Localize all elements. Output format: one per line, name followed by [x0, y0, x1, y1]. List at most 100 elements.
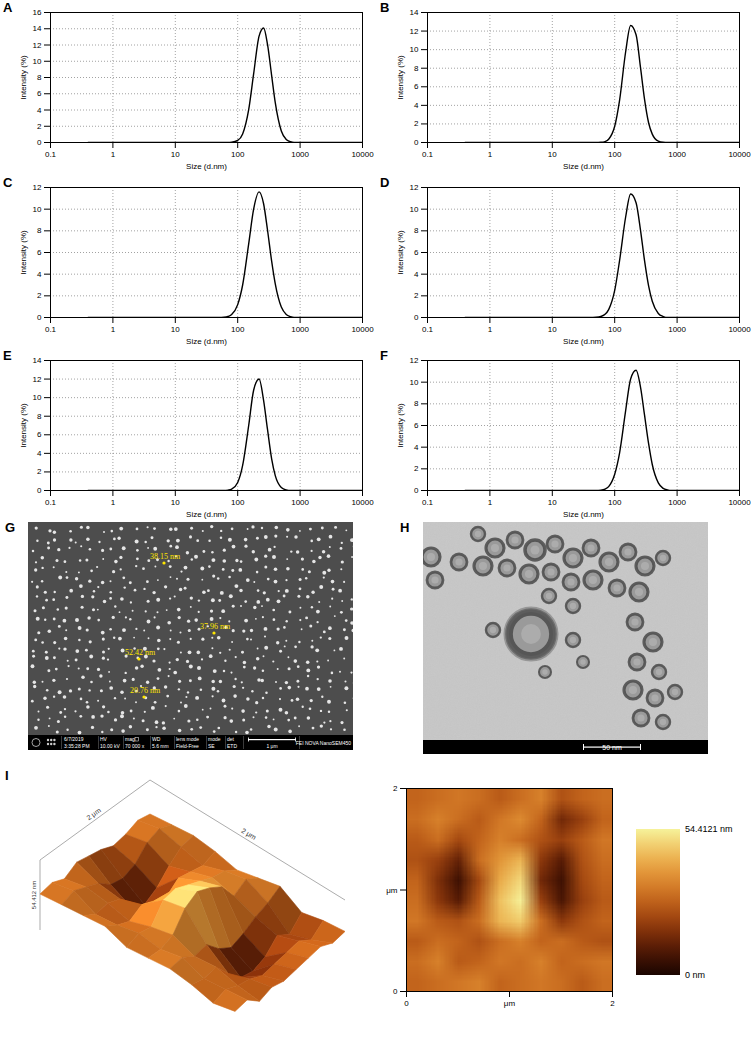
- svg-text:0.1: 0.1: [45, 498, 57, 507]
- svg-text:Size (d.nm): Size (d.nm): [563, 162, 604, 171]
- svg-text:Intensity (%): Intensity (%): [19, 55, 28, 100]
- svg-text:Size (d.nm): Size (d.nm): [563, 337, 604, 346]
- svg-text:WD: WD: [152, 736, 161, 742]
- svg-text:10: 10: [171, 498, 180, 507]
- svg-text:4: 4: [37, 270, 42, 279]
- svg-text:70 000 x: 70 000 x: [125, 743, 145, 749]
- svg-text:FEI NOVA NanoSEM450: FEI NOVA NanoSEM450: [296, 740, 351, 746]
- svg-text:12: 12: [410, 183, 419, 192]
- svg-text:6: 6: [37, 430, 42, 439]
- svg-text:Intensity (%): Intensity (%): [19, 230, 28, 275]
- svg-text:1: 1: [111, 150, 116, 159]
- svg-text:8: 8: [37, 412, 42, 421]
- svg-text:38.15 nm: 38.15 nm: [150, 552, 181, 561]
- svg-text:12: 12: [33, 375, 42, 384]
- svg-text:HV: HV: [100, 736, 108, 742]
- svg-text:14: 14: [33, 24, 42, 33]
- svg-text:6: 6: [414, 421, 419, 430]
- svg-text:6/7/2019: 6/7/2019: [64, 736, 84, 742]
- svg-text:det: det: [227, 736, 235, 742]
- svg-text:1000: 1000: [291, 325, 309, 334]
- svg-text:12: 12: [410, 27, 419, 36]
- svg-text:μm: μm: [504, 999, 516, 1008]
- svg-text:8: 8: [414, 399, 419, 408]
- svg-text:8: 8: [37, 226, 42, 235]
- svg-text:10: 10: [33, 57, 42, 66]
- svg-text:20.76 nm: 20.76 nm: [130, 686, 161, 695]
- svg-text:Intensity (%): Intensity (%): [396, 403, 405, 448]
- svg-text:0.1: 0.1: [422, 150, 434, 159]
- svg-text:1: 1: [111, 498, 116, 507]
- svg-text:37.96 nm: 37.96 nm: [200, 622, 231, 631]
- svg-text:10: 10: [410, 378, 419, 387]
- svg-text:12: 12: [410, 356, 419, 365]
- svg-text:3:35:28 PM: 3:35:28 PM: [64, 743, 90, 749]
- svg-text:lens mode: lens mode: [176, 736, 199, 742]
- svg-text:2 μm: 2 μm: [85, 806, 103, 822]
- svg-text:14: 14: [410, 8, 419, 17]
- svg-text:10: 10: [548, 325, 557, 334]
- svg-text:14: 14: [33, 356, 42, 365]
- svg-text:100: 100: [231, 325, 245, 334]
- svg-text:0: 0: [393, 987, 398, 996]
- svg-text:4: 4: [414, 443, 419, 452]
- svg-text:6: 6: [414, 82, 419, 91]
- svg-text:0: 0: [414, 486, 419, 495]
- svg-text:0.1: 0.1: [45, 325, 57, 334]
- svg-text:10: 10: [171, 325, 180, 334]
- svg-text:2 μm: 2 μm: [240, 827, 258, 842]
- svg-text:6: 6: [37, 248, 42, 257]
- svg-text:4: 4: [414, 101, 419, 110]
- svg-text:5.6 mm: 5.6 mm: [152, 743, 169, 749]
- svg-text:10000: 10000: [728, 325, 751, 334]
- svg-text:0: 0: [37, 486, 42, 495]
- svg-text:1: 1: [111, 325, 116, 334]
- svg-text:12: 12: [33, 41, 42, 50]
- svg-text:4: 4: [414, 270, 419, 279]
- svg-text:Size (d.nm): Size (d.nm): [186, 510, 227, 519]
- svg-text:2: 2: [37, 291, 42, 300]
- svg-text:Size (d.nm): Size (d.nm): [186, 162, 227, 171]
- svg-text:2: 2: [393, 784, 398, 793]
- svg-text:10: 10: [548, 498, 557, 507]
- svg-text:mode: mode: [208, 736, 221, 742]
- svg-text:4: 4: [37, 449, 42, 458]
- svg-text:10000: 10000: [351, 325, 374, 334]
- svg-text:0: 0: [404, 999, 409, 1008]
- svg-text:10: 10: [548, 150, 557, 159]
- svg-text:0 nm: 0 nm: [685, 970, 705, 980]
- svg-text:0: 0: [414, 138, 419, 147]
- svg-text:10: 10: [33, 205, 42, 214]
- svg-text:10: 10: [33, 393, 42, 402]
- svg-text:52.42 nm: 52.42 nm: [125, 648, 156, 657]
- svg-text:100: 100: [608, 325, 622, 334]
- svg-text:50 nm: 50 nm: [602, 744, 622, 751]
- svg-text:2: 2: [37, 467, 42, 476]
- svg-text:ETD: ETD: [227, 743, 237, 749]
- svg-text:1000: 1000: [291, 150, 309, 159]
- svg-text:1 μm: 1 μm: [266, 743, 277, 749]
- svg-text:μm: μm: [386, 886, 398, 895]
- svg-text:Size (d.nm): Size (d.nm): [186, 337, 227, 346]
- svg-text:16: 16: [33, 8, 42, 17]
- svg-text:1000: 1000: [668, 150, 686, 159]
- svg-text:0: 0: [37, 138, 42, 147]
- svg-text:2: 2: [414, 119, 419, 128]
- svg-text:SE: SE: [208, 743, 215, 749]
- svg-text:1: 1: [488, 150, 493, 159]
- svg-text:Size (d.nm): Size (d.nm): [563, 510, 604, 519]
- svg-text:6: 6: [414, 248, 419, 257]
- svg-text:10: 10: [410, 205, 419, 214]
- svg-text:2: 2: [610, 999, 615, 1008]
- svg-text:2: 2: [37, 122, 42, 131]
- svg-text:10: 10: [171, 150, 180, 159]
- svg-text:Field-Free: Field-Free: [176, 743, 199, 749]
- svg-text:0.1: 0.1: [422, 325, 434, 334]
- svg-text:4: 4: [37, 106, 42, 115]
- svg-text:mag: mag: [125, 736, 135, 742]
- svg-text:8: 8: [37, 73, 42, 82]
- svg-text:8: 8: [414, 226, 419, 235]
- svg-text:Intensity (%): Intensity (%): [19, 403, 28, 448]
- svg-text:0: 0: [414, 313, 419, 322]
- svg-text:100: 100: [608, 498, 622, 507]
